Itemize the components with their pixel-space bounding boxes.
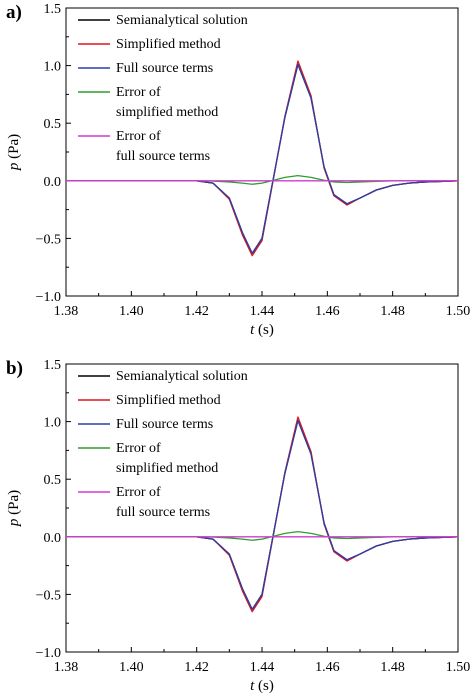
- legend-label: Simplified method: [116, 393, 221, 408]
- legend-label: simplified method: [116, 105, 218, 120]
- y-tick-label: −0.5: [36, 588, 61, 603]
- x-tick-label: 1.48: [380, 304, 405, 319]
- legend-label: Semianalytical solution: [116, 369, 248, 384]
- series-line-full_source: [66, 419, 459, 611]
- y-tick-label: 1.5: [44, 358, 62, 373]
- x-tick-label: 1.46: [315, 304, 340, 319]
- chart-panel-b: b) 1.38 1.40 1.42 1.44 1.46 1.48 1.50 1.5 1.0 0.5 0…: [6, 358, 470, 694]
- y-tick-label: 1.0: [44, 60, 62, 75]
- legend-label: Full source terms: [116, 61, 213, 76]
- series-line-full_source: [66, 63, 459, 255]
- y-tick-label: 0.0: [44, 175, 62, 190]
- x-tick-label: 1.48: [380, 660, 405, 675]
- legend-label: Error of: [116, 85, 161, 100]
- y-tick-label: 1.5: [44, 2, 62, 17]
- x-tick-label: 1.42: [184, 660, 209, 675]
- y-tick-label: 0.0: [44, 531, 62, 546]
- series-line-error_simplified: [66, 174, 458, 185]
- legend-label: full source terms: [116, 149, 210, 164]
- x-tick-label: 1.44: [250, 660, 275, 675]
- legend-label: Error of: [116, 441, 161, 456]
- x-axis-label: t (s): [250, 322, 274, 338]
- panel-label: b): [6, 358, 23, 379]
- y-tick-label: 0.5: [44, 117, 62, 132]
- y-tick-label: −1.0: [36, 646, 61, 661]
- x-tick-label: 1.40: [119, 304, 144, 319]
- legend-label: Simplified method: [116, 37, 221, 52]
- x-tick-label: 1.38: [54, 660, 79, 675]
- y-tick-label: 1.0: [44, 416, 62, 431]
- legend-label: full source terms: [116, 505, 210, 520]
- x-axis-label: t (s): [250, 678, 274, 694]
- y-axis-label: p (Pa): [6, 490, 22, 527]
- x-tick-label: 1.50: [446, 660, 471, 675]
- x-tick-label: 1.42: [184, 304, 209, 319]
- chart-panel-a: a) 1.38 1.40 1.42 1.44 1.46 1.48 1.50 1.5 1.0 0.5 0…: [6, 2, 470, 338]
- x-tick-label: 1.44: [250, 304, 275, 319]
- x-tick-label: 1.46: [315, 660, 340, 675]
- legend-label: Full source terms: [116, 417, 213, 432]
- legend-label: simplified method: [116, 461, 218, 476]
- y-tick-label: −0.5: [36, 232, 61, 247]
- y-tick-label: −1.0: [36, 290, 61, 305]
- x-tick-label: 1.38: [54, 304, 79, 319]
- x-tick-label: 1.50: [446, 304, 471, 319]
- legend-label: Error of: [116, 129, 161, 144]
- x-tick-label: 1.40: [119, 660, 144, 675]
- legend-label: Semianalytical solution: [116, 13, 248, 28]
- y-tick-label: 0.5: [44, 473, 62, 488]
- legend-label: Error of: [116, 485, 161, 500]
- series-line-error_simplified: [66, 530, 458, 541]
- y-axis-label: p (Pa): [6, 134, 22, 171]
- panel-label: a): [6, 2, 22, 23]
